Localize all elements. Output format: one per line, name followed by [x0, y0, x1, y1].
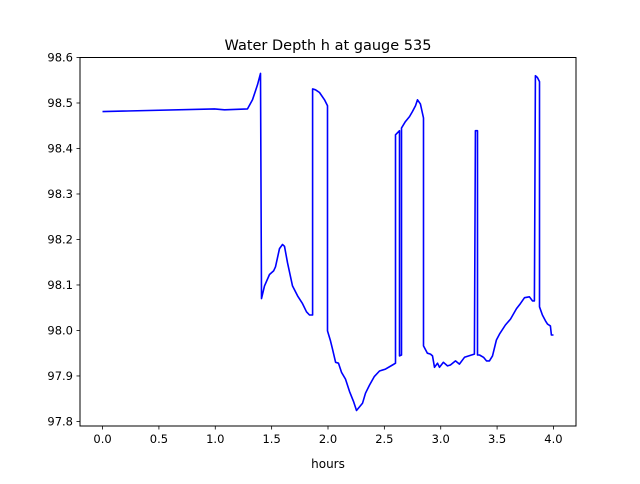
y-axis: 97.8 97.9 98.0 98.1 98.2 98.3 98.4 98.5 98.6: [47, 51, 80, 428]
y-tick-label: 98.3: [47, 187, 73, 201]
x-tick-label: 3.5: [488, 432, 506, 446]
y-tick-label: 97.9: [47, 369, 73, 383]
y-tick-label: 98.0: [47, 323, 73, 337]
x-tick-label: 2.0: [319, 432, 337, 446]
chart-title: Water Depth h at gauge 535: [225, 38, 432, 54]
x-tick-label: 0.5: [150, 432, 168, 446]
x-tick-label: 1.0: [206, 432, 224, 446]
y-tick-label: 98.6: [47, 51, 73, 65]
y-tick-label: 98.1: [47, 278, 73, 292]
series-layer: [102, 72, 554, 412]
x-tick-label: 3.0: [432, 432, 450, 446]
y-tick-label: 98.5: [47, 96, 73, 110]
y-tick-label: 98.2: [47, 232, 73, 246]
x-axis: 0.0 0.5 1.0 1.5 2.0 2.5 3.0 3.5 4.0: [93, 426, 563, 446]
x-tick-label: 1.5: [262, 432, 280, 446]
x-tick-label: 2.5: [375, 432, 393, 446]
series-line-h: [102, 72, 554, 412]
x-tick-label: 4.0: [544, 432, 562, 446]
x-tick-label: 0.0: [93, 432, 111, 446]
y-tick-label: 98.4: [47, 141, 73, 155]
y-tick-label: 97.8: [47, 414, 73, 428]
x-axis-label: hours: [311, 457, 345, 471]
